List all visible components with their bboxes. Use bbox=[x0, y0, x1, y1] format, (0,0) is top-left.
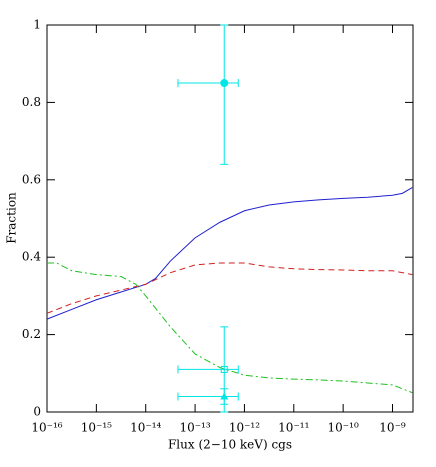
y-tick-label: 0.6 bbox=[22, 172, 41, 186]
x-tick-label: 10⁻¹⁵ bbox=[81, 421, 112, 435]
point bbox=[220, 79, 229, 88]
y-axis-label: Fraction bbox=[5, 192, 19, 244]
point bbox=[220, 365, 228, 373]
plot-frame bbox=[46, 24, 414, 413]
y-tick-label: 0.8 bbox=[22, 95, 41, 109]
y-tick-label: 0.2 bbox=[22, 327, 41, 341]
line bbox=[47, 262, 413, 394]
x-tick-label: 10⁻¹² bbox=[229, 421, 260, 435]
x-axis-label: Flux (2−10 keV) cgs bbox=[168, 438, 292, 452]
line bbox=[46, 187, 413, 320]
line bbox=[46, 262, 413, 314]
x-tick-label: 10⁻¹³ bbox=[179, 421, 210, 435]
point bbox=[220, 392, 229, 400]
y-tick-label: 0 bbox=[33, 405, 41, 419]
y-tick-label: 0.4 bbox=[22, 250, 41, 264]
x-tick-label: 10⁻¹⁶ bbox=[31, 421, 62, 435]
x-tick-label: 10⁻¹⁰ bbox=[328, 421, 359, 435]
x-tick-label: 10⁻¹¹ bbox=[278, 421, 309, 435]
x-tick-label: 10⁻⁹ bbox=[379, 421, 406, 435]
x-tick-label: 10⁻¹⁴ bbox=[130, 421, 161, 435]
y-tick-label: 1 bbox=[33, 18, 41, 32]
